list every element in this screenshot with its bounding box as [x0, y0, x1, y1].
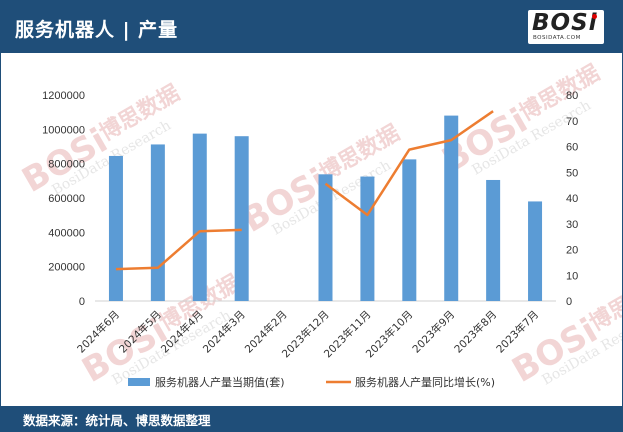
- y-right-tick-label: 60: [566, 142, 578, 154]
- bar: [318, 174, 333, 301]
- y-right-tick-label: 50: [566, 167, 578, 179]
- bar: [402, 159, 417, 301]
- y-left-tick-label: 400000: [48, 227, 85, 239]
- bar: [528, 201, 543, 301]
- bar: [444, 115, 459, 301]
- brand-logo: BOSi BOSIDATA.COM: [528, 10, 604, 44]
- y-right-tick-label: 40: [566, 193, 578, 205]
- legend-label-line: 服务机器人产量同比增长(%): [355, 375, 495, 389]
- bar: [108, 155, 123, 301]
- legend-swatch-bar: [128, 378, 150, 386]
- y-left-tick-label: 200000: [48, 262, 85, 274]
- y-right-tick-label: 70: [566, 116, 578, 128]
- y-right-tick-label: 10: [566, 270, 578, 282]
- x-tick-label: 2023年9月: [410, 308, 458, 356]
- y-right-tick-label: 30: [566, 219, 578, 231]
- bar: [486, 179, 501, 301]
- y-left-tick-label: 0: [79, 296, 85, 308]
- logo-subtext: BOSIDATA.COM: [533, 35, 581, 41]
- y-left-tick-label: 1200000: [42, 90, 85, 102]
- logo-dot-icon: [592, 14, 597, 19]
- bar: [360, 176, 375, 301]
- footer-bar: 数据来源：统计局、博思数据整理: [1, 406, 622, 431]
- logo-mark: BOSi: [532, 10, 598, 36]
- y-left-tick-label: 1000000: [42, 124, 85, 136]
- bar: [150, 144, 165, 301]
- legend-label-bar: 服务机器人产量当期值(套): [155, 375, 285, 389]
- y-left-tick-label: 600000: [48, 193, 85, 205]
- bar: [192, 133, 207, 301]
- line-segment: [324, 110, 494, 217]
- y-right-tick-label: 20: [566, 245, 578, 257]
- y-right-tick-label: 0: [566, 296, 572, 308]
- line-series: [115, 110, 494, 271]
- line-segment: [115, 228, 242, 271]
- data-source: 数据来源：统计局、博思数据整理: [23, 413, 211, 428]
- chart-legend: 服务机器人产量当期值(套) 服务机器人产量同比增长(%): [128, 375, 495, 389]
- chart-axes: 0 200000 400000 600000 800000 1000000 1200000 0…: [42, 90, 578, 308]
- x-tick-label: 2023年8月: [452, 308, 500, 356]
- page-title: 服务机器人 | 产量: [15, 19, 179, 41]
- y-left-tick-label: 800000: [48, 159, 85, 171]
- bar: [234, 136, 249, 301]
- bar-series: [108, 115, 543, 301]
- y-right-tick-label: 80: [566, 90, 578, 102]
- header-bar: 服务机器人 | 产量 BOSi BOSIDATA.COM: [1, 1, 622, 53]
